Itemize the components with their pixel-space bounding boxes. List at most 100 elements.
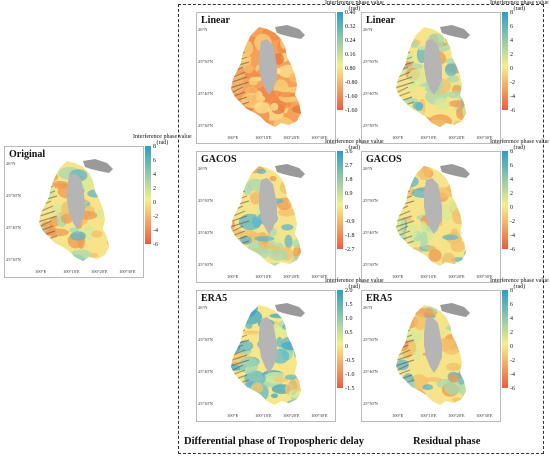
panel-title: ERA5: [366, 293, 393, 304]
colorbar-tick: 2: [510, 52, 513, 58]
panel-title: Original: [9, 149, 46, 160]
lon-label: 100°E: [392, 274, 404, 279]
colorbar-tick: -4: [153, 228, 158, 234]
lat-label: 25°50'N: [198, 337, 213, 342]
lon-label: 100°10'E: [255, 135, 272, 140]
colorbar-tick: 0: [510, 205, 513, 211]
colorbar-tick: 4: [510, 38, 513, 44]
lon-label: 100°30'E: [311, 274, 328, 279]
colorbar-tick: 6: [510, 302, 513, 308]
colorbar-gradient: [337, 151, 343, 249]
colorbar-tick: 0: [510, 66, 513, 72]
lat-label: 26°N: [6, 161, 16, 166]
mountain-shading: [440, 164, 470, 178]
colorbar-tick: -1.5: [345, 386, 355, 392]
lon-label: 100°E: [227, 413, 239, 418]
mountain-shading: [440, 25, 470, 39]
colorbar-tick: 4: [510, 177, 513, 183]
colorbar-tick: 0.16: [345, 52, 356, 58]
colorbar-tick: 1.8: [345, 177, 353, 183]
colorbar-tick: -1.60: [345, 94, 358, 100]
colorbar-tick: 2.0: [345, 288, 353, 294]
lon-label: 100°E: [392, 135, 404, 140]
colorbar-tick: 6: [510, 24, 513, 30]
map-graphic: [231, 164, 305, 266]
map-original: 26°N 25°50'N 25°40'N 25°30'N 100°E 100°10'E 10…: [4, 146, 144, 278]
lon-label: 100°30'E: [476, 274, 493, 279]
lon-label: 100°30'E: [476, 135, 493, 140]
mountain-shading: [275, 303, 305, 317]
colorbar-tick: 0.40: [345, 10, 356, 16]
lat-label: 25°50'N: [198, 198, 213, 203]
lon-label: 100°10'E: [420, 135, 437, 140]
lat-label: 26°N: [198, 27, 208, 32]
colorbar-tick: -4: [510, 233, 515, 239]
colorbar-tick: -2.7: [345, 247, 355, 253]
panel-title: ERA5: [201, 293, 228, 304]
colorbar-tick: 8: [510, 149, 513, 155]
lon-label: 100°30'E: [311, 413, 328, 418]
colorbar-tick: -1.0: [345, 372, 355, 378]
map-graphic: [396, 25, 470, 127]
map-graphic: [396, 303, 470, 405]
lat-label: 25°50'N: [363, 198, 378, 203]
colorbar-tick: -2: [510, 219, 515, 225]
lat-label: 26°N: [363, 27, 373, 32]
colorbar-tick: 0.9: [345, 191, 353, 197]
colorbar-tick: 1.5: [345, 302, 353, 308]
lon-label: 100°10'E: [255, 274, 272, 279]
lat-label: 25°30'N: [198, 123, 213, 128]
colorbar-tick: -0.80: [345, 80, 358, 86]
colorbar-gradient: [502, 151, 508, 249]
map-resid-era5: 26°N 25°50'N 25°40'N 25°30'N 100°E 100°10'E 10…: [361, 290, 501, 422]
colorbar-tick: 0: [345, 344, 348, 350]
colorbar-title: Interference phase value (rad): [490, 139, 549, 151]
colorbar-title: Interference phase value (rad): [325, 278, 384, 290]
colorbar-title: Interference phase value (rad): [325, 139, 384, 151]
colorbar-tick: 0.24: [345, 38, 356, 44]
map-tropo-linear: 26°N 25°50'N 25°40'N 25°30'N 100°E 100°10'E 10…: [196, 12, 336, 144]
colorbar-tick: 8: [510, 10, 513, 16]
lat-label: 25°50'N: [198, 59, 213, 64]
lat-label: 25°50'N: [6, 193, 21, 198]
colorbar-tick: -6: [510, 247, 515, 253]
colorbar-tick: 0: [153, 200, 156, 206]
lat-label: 25°30'N: [6, 257, 21, 262]
colorbar-tick: 0: [510, 344, 513, 350]
lat-label: 26°N: [198, 166, 208, 171]
colorbar-tick: -2: [510, 80, 515, 86]
lat-label: 26°N: [198, 305, 208, 310]
colorbar-title: Interference phase value (rad): [325, 0, 384, 12]
lon-label: 100°20'E: [283, 413, 300, 418]
mountain-shading: [275, 164, 305, 178]
colorbar-tick: 8: [510, 288, 513, 294]
colorbar-tick: 0: [345, 205, 348, 211]
colorbar-tick: 3.6: [345, 149, 353, 155]
lat-label: 25°30'N: [363, 401, 378, 406]
lon-label: 100°20'E: [448, 135, 465, 140]
map-resid-linear: 26°N 25°50'N 25°40'N 25°30'N 100°E 100°10'E 10…: [361, 12, 501, 144]
colorbar-tick: -2: [153, 214, 158, 220]
lon-label: 100°10'E: [63, 269, 80, 274]
lon-label: 100°10'E: [420, 413, 437, 418]
colorbar-tick: 6: [153, 158, 156, 164]
lat-label: 25°40'N: [6, 225, 21, 230]
lon-label: 100°E: [35, 269, 47, 274]
colorbar-tick: 1.0: [345, 316, 353, 322]
lat-label: 26°N: [363, 305, 373, 310]
lat-label: 25°40'N: [363, 91, 378, 96]
lake-mask: [424, 39, 442, 95]
lat-label: 25°30'N: [198, 262, 213, 267]
lat-label: 25°50'N: [363, 337, 378, 342]
colorbar-gradient: [502, 12, 508, 110]
map-graphic: [231, 303, 305, 405]
colorbar-title: Interference phase value (rad): [490, 278, 549, 290]
lake-mask: [259, 39, 277, 95]
lat-label: 25°30'N: [198, 401, 213, 406]
colorbar-tick: 2: [510, 191, 513, 197]
lat-label: 25°40'N: [198, 230, 213, 235]
lon-label: 100°20'E: [448, 274, 465, 279]
lon-label: 100°10'E: [420, 274, 437, 279]
mountain-shading: [83, 159, 113, 173]
colorbar-tick: -1.60: [345, 108, 358, 114]
